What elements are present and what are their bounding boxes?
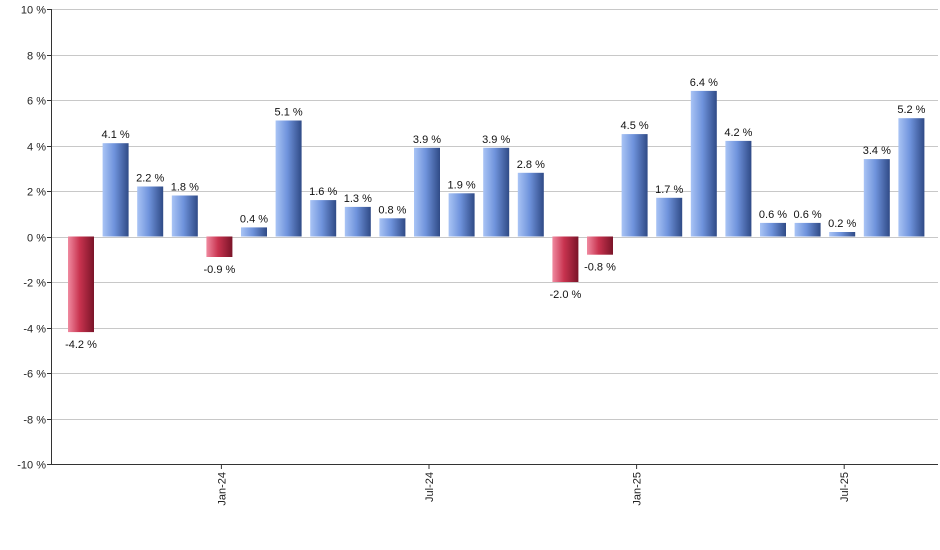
bar-value-label: -0.8 % xyxy=(584,262,616,274)
y-tick-label: 0 % xyxy=(27,233,46,245)
bar-value-label: 1.6 % xyxy=(309,186,337,198)
bar xyxy=(552,236,579,282)
y-tick-label: 8 % xyxy=(27,51,46,63)
bar xyxy=(621,134,648,237)
y-axis-tick-labels: 10 % 8 % 6 % 4 % 2 % 0 % -2 % -4 % -6 % -8 % -10 % xyxy=(17,5,46,472)
bar-value-label: 3.9 % xyxy=(413,134,441,146)
bar xyxy=(690,90,717,237)
bar-value-label: 0.2 % xyxy=(828,218,856,230)
x-tick-label: Jul-25 xyxy=(839,472,851,502)
bar-value-label: 0.6 % xyxy=(759,209,787,221)
y-tick-label: -10 % xyxy=(17,460,46,472)
bars xyxy=(68,90,925,333)
bar-value-label: 4.1 % xyxy=(102,129,130,141)
bar xyxy=(171,195,198,237)
bar-value-label: 2.8 % xyxy=(517,159,545,171)
y-tick-label: 4 % xyxy=(27,142,46,154)
bar xyxy=(137,186,164,237)
bar-value-label: 0.6 % xyxy=(794,209,822,221)
bar-value-label: 5.2 % xyxy=(897,104,925,116)
bar xyxy=(725,140,752,237)
bar-value-label: 3.9 % xyxy=(482,134,510,146)
y-tick-label: 2 % xyxy=(27,187,46,199)
bar xyxy=(863,159,890,237)
bar xyxy=(344,206,371,237)
bar xyxy=(483,147,510,237)
bar-value-label: 1.8 % xyxy=(171,182,199,194)
bar xyxy=(310,200,337,237)
y-tick-label: -6 % xyxy=(23,369,46,381)
bar xyxy=(587,236,613,255)
bar-value-label: 4.2 % xyxy=(724,127,752,139)
bar xyxy=(794,222,821,237)
x-tick-label: Jan-25 xyxy=(632,472,644,506)
bar-value-label: 6.4 % xyxy=(690,77,718,89)
bar xyxy=(102,143,129,237)
bar-value-label: -2.0 % xyxy=(550,289,582,301)
bar xyxy=(448,193,475,237)
bar-value-label: 4.5 % xyxy=(621,120,649,132)
x-tick-label: Jul-24 xyxy=(424,472,436,502)
bar-value-labels: -4.2 % 4.1 % 2.2 % 1.8 % -0.9 % 0.4 % 5.1 % 1.6… xyxy=(65,77,926,351)
bar-value-label: 1.9 % xyxy=(448,179,476,191)
y-tick-label: -8 % xyxy=(23,415,46,427)
bar xyxy=(379,218,406,237)
bar xyxy=(760,222,786,237)
bar-value-label: 2.2 % xyxy=(136,173,164,185)
x-tick-label: Jan-24 xyxy=(216,472,228,506)
grid-lines xyxy=(47,9,938,465)
bar xyxy=(241,227,267,237)
bar-value-label: 1.7 % xyxy=(655,184,683,196)
axes xyxy=(51,9,938,465)
bar xyxy=(275,120,302,237)
bar-value-label: -0.9 % xyxy=(204,264,236,276)
bar xyxy=(656,197,683,237)
y-tick-label: 6 % xyxy=(27,96,46,108)
bar-value-label: -4.2 % xyxy=(65,339,97,351)
bar xyxy=(829,232,856,237)
y-tick-label: -4 % xyxy=(23,324,46,336)
bar-value-label: 5.1 % xyxy=(275,107,303,119)
bar xyxy=(206,236,233,257)
bar xyxy=(517,172,544,237)
bar xyxy=(898,118,925,237)
x-axis-tick-labels: Jan-24 Jul-24 Jan-25 Jul-25 xyxy=(216,464,851,506)
y-tick-label: -2 % xyxy=(23,278,46,290)
y-tick-label: 10 % xyxy=(21,5,46,17)
bar-value-label: 3.4 % xyxy=(863,145,891,157)
bar-value-label: 0.4 % xyxy=(240,213,268,225)
bar-value-label: 1.3 % xyxy=(344,193,372,205)
bar xyxy=(68,236,94,333)
bar-value-label: 0.8 % xyxy=(378,204,406,216)
bar xyxy=(414,147,440,237)
